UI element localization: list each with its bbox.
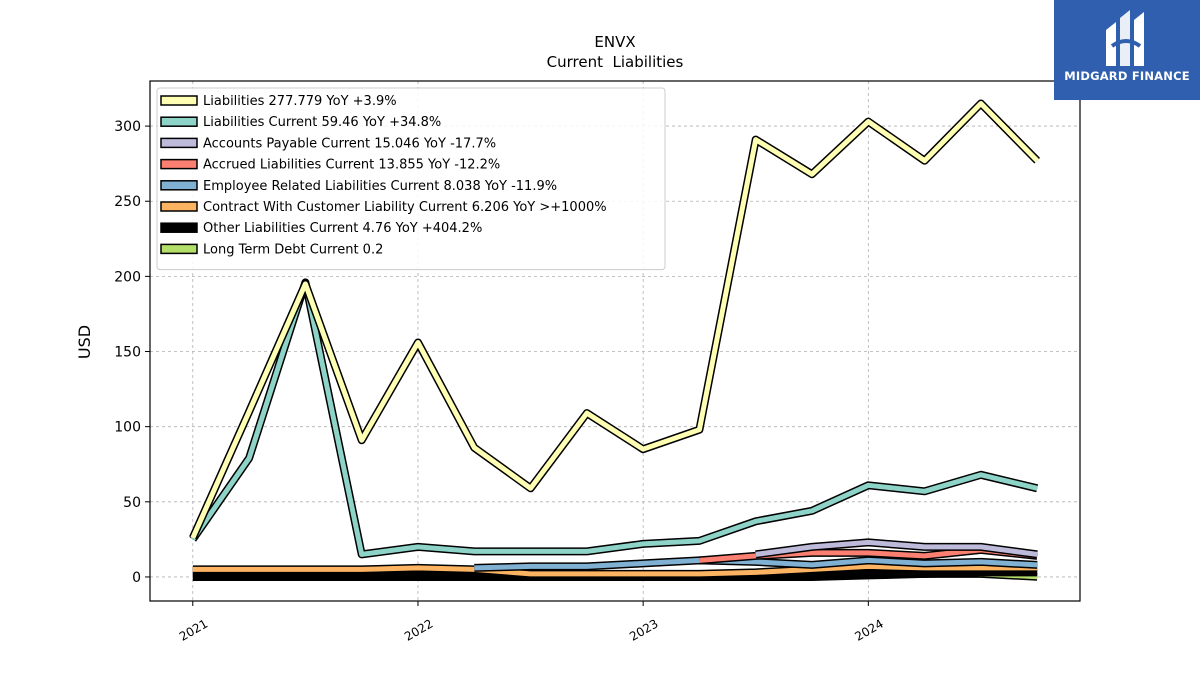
chart-subtitle: Current Liabilities [547,53,684,71]
legend-box [156,87,666,271]
series-line [755,539,1038,557]
legend-swatch [160,180,198,191]
series-line [474,557,1038,571]
y-tick-label: 100 [114,420,141,436]
logo-mark-icon [1106,10,1144,66]
chart-title: ENVX [594,33,635,51]
legend-label: Accounts Payable Current 15.046 YoY -17.… [203,136,496,151]
legend-swatch [160,95,198,106]
x-tick-label: 2021 [177,616,210,643]
legend-swatch [160,201,198,212]
legend-label: Other Liabilities Current 4.76 YoY +404.… [203,221,482,236]
y-tick-label: 150 [114,345,141,361]
x-tick-label: 2022 [402,616,435,643]
plot-frame [149,80,1081,602]
legend-swatch [160,158,198,170]
series-line [190,279,1038,557]
y-tick-label: 200 [114,269,141,285]
y-tick-label: 50 [123,495,141,511]
series-line [192,563,1038,577]
y-tick-label: 250 [114,194,141,210]
legend-label: Liabilities 277.779 YoY +3.9% [203,94,397,109]
logo-text: MIDGARD FINANCE [1064,69,1190,83]
y-tick-label: 300 [114,119,141,135]
legend-label: Contract With Customer Liability Current… [203,200,607,215]
y-axis-label: USD [75,325,94,359]
x-tick-label: 2023 [627,616,660,643]
legend-swatch [160,137,198,149]
legend-label: Liabilities Current 59.46 YoY +34.8% [203,115,441,130]
midgard-finance-logo: MIDGARD FINANCE [1054,0,1200,100]
legend-swatch [160,243,198,255]
x-tick-label: 2024 [852,616,885,643]
legend-label: Employee Related Liabilities Current 8.0… [203,179,557,194]
legend-label: Long Term Debt Current 0.2 [203,242,383,257]
legend: Liabilities 277.779 YoY +3.9% Liabilities… [156,87,666,271]
legend-label: Accrued Liabilities Current 13.855 YoY -… [203,158,500,173]
series-layer [189,99,1041,581]
axis-ticks: 0 50 100 150 200 250 300 2021 2022 2023 2024 [114,119,886,644]
legend-swatch [160,222,198,233]
series-line [190,101,1039,539]
legend-swatch [160,116,198,127]
y-tick-label: 0 [132,570,141,586]
